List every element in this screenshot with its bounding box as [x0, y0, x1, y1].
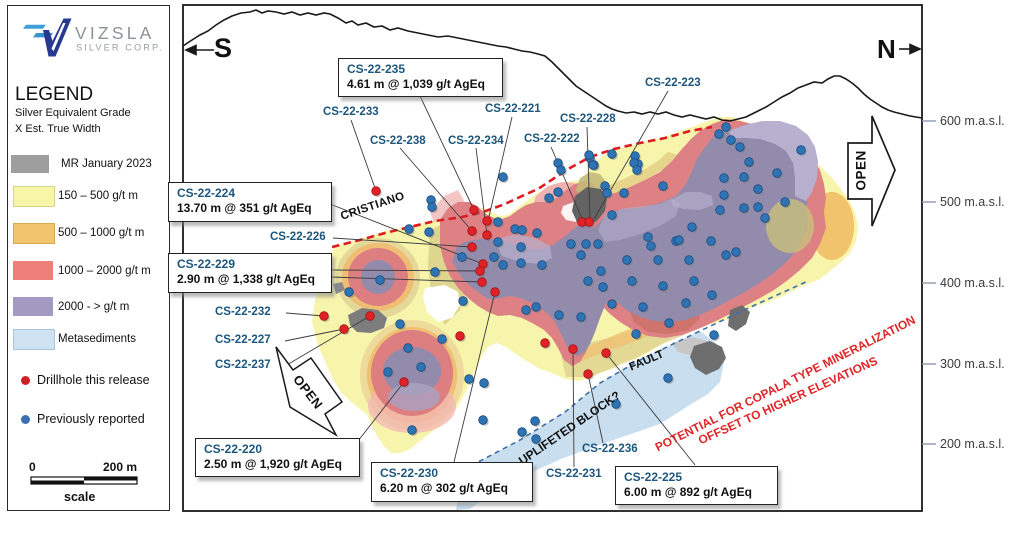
svg-text:200 m: 200 m	[103, 460, 137, 474]
svg-text:0: 0	[29, 460, 36, 474]
svg-text:VIZSLA: VIZSLA	[75, 23, 155, 43]
svg-text:scale: scale	[64, 490, 95, 504]
svg-text:SILVER CORP.: SILVER CORP.	[76, 42, 164, 52]
